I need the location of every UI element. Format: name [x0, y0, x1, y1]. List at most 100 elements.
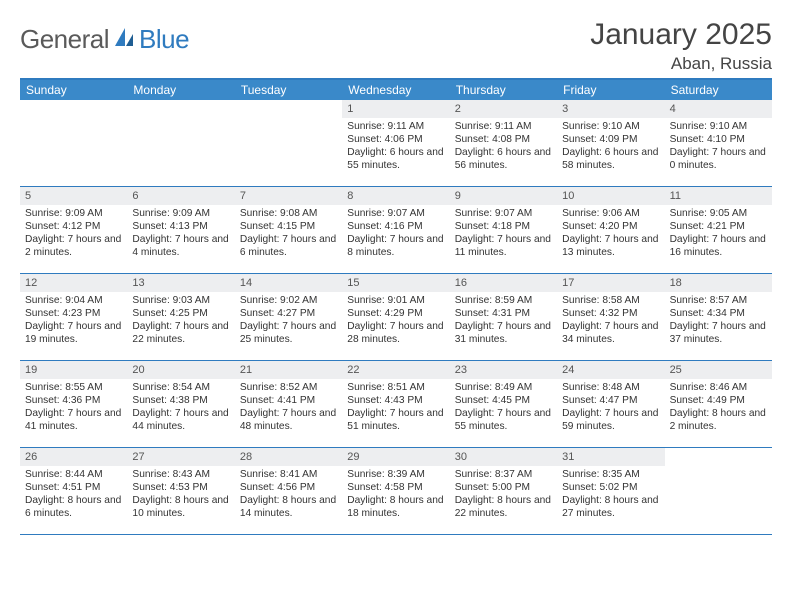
day-cell: 1 Sunrise: 9:11 AMSunset: 4:06 PMDaylight…	[342, 100, 449, 186]
day-number: 19	[20, 361, 127, 379]
sunset-text: Sunset: 4:15 PM	[240, 220, 337, 233]
sunrise-text: Sunrise: 9:03 AM	[132, 294, 229, 307]
day-number: 18	[665, 274, 772, 292]
daylight-text: Daylight: 7 hours and 28 minutes.	[347, 320, 444, 346]
day-cell: 8Sunrise: 9:07 AMSunset: 4:16 PMDaylight…	[342, 187, 449, 273]
day-number: 1	[342, 100, 449, 118]
day-cell: 11Sunrise: 9:05 AMSunset: 4:21 PMDayligh…	[665, 187, 772, 273]
sunrise-text: Sunrise: 8:49 AM	[455, 381, 552, 394]
sun-info: Sunrise: 9:09 AMSunset: 4:13 PMDaylight:…	[127, 207, 234, 263]
daylight-text: Daylight: 7 hours and 41 minutes.	[25, 407, 122, 433]
day-number: 9	[450, 187, 557, 205]
sunset-text: Sunset: 4:13 PM	[132, 220, 229, 233]
sunset-text: Sunset: 4:06 PM	[347, 133, 444, 146]
sunset-text: Sunset: 4:45 PM	[455, 394, 552, 407]
daylight-text: Daylight: 7 hours and 48 minutes.	[240, 407, 337, 433]
week-row: 19Sunrise: 8:55 AMSunset: 4:36 PMDayligh…	[20, 361, 772, 448]
sunrise-text: Sunrise: 9:07 AM	[455, 207, 552, 220]
sunset-text: Sunset: 5:02 PM	[562, 481, 659, 494]
sunrise-text: Sunrise: 8:57 AM	[670, 294, 767, 307]
sunset-text: Sunset: 4:23 PM	[25, 307, 122, 320]
sun-info: Sunrise: 8:37 AMSunset: 5:00 PMDaylight:…	[450, 468, 557, 524]
daylight-text: Daylight: 7 hours and 59 minutes.	[562, 407, 659, 433]
daylight-text: Daylight: 8 hours and 2 minutes.	[670, 407, 767, 433]
sunrise-text: Sunrise: 9:10 AM	[670, 120, 767, 133]
sun-info: Sunrise: 9:10 AMSunset: 4:09 PMDaylight:…	[557, 120, 664, 176]
day-number: 29	[342, 448, 449, 466]
sunrise-text: Sunrise: 9:05 AM	[670, 207, 767, 220]
sunrise-text: Sunrise: 9:01 AM	[347, 294, 444, 307]
daylight-text: Daylight: 7 hours and 55 minutes.	[455, 407, 552, 433]
sun-info: Sunrise: 9:05 AMSunset: 4:21 PMDaylight:…	[665, 207, 772, 263]
sunrise-text: Sunrise: 9:08 AM	[240, 207, 337, 220]
sunset-text: Sunset: 4:12 PM	[25, 220, 122, 233]
day-cell: 17 Sunrise: 8:58 AMSunset: 4:32 PMDayligh…	[557, 274, 664, 360]
sunset-text: Sunset: 4:27 PM	[240, 307, 337, 320]
sunset-text: Sunset: 4:29 PM	[347, 307, 444, 320]
day-number: 8	[342, 187, 449, 205]
daylight-text: Daylight: 8 hours and 27 minutes.	[562, 494, 659, 520]
day-number: 5	[20, 187, 127, 205]
daylight-text: Daylight: 7 hours and 13 minutes.	[562, 233, 659, 259]
day-number	[127, 100, 234, 118]
day-number: 6	[127, 187, 234, 205]
sunrise-text: Sunrise: 8:37 AM	[455, 468, 552, 481]
day-cell: 5Sunrise: 9:09 AMSunset: 4:12 PMDaylight…	[20, 187, 127, 273]
sunrise-text: Sunrise: 8:59 AM	[455, 294, 552, 307]
daylight-text: Daylight: 6 hours and 58 minutes.	[562, 146, 659, 172]
day-number: 20	[127, 361, 234, 379]
sunset-text: Sunset: 4:49 PM	[670, 394, 767, 407]
weekday-tue: Tuesday	[235, 80, 342, 100]
day-cell: 12Sunrise: 9:04 AMSunset: 4:23 PMDayligh…	[20, 274, 127, 360]
daylight-text: Daylight: 7 hours and 44 minutes.	[132, 407, 229, 433]
sunrise-text: Sunrise: 9:09 AM	[132, 207, 229, 220]
daylight-text: Daylight: 7 hours and 25 minutes.	[240, 320, 337, 346]
day-number: 22	[342, 361, 449, 379]
daylight-text: Daylight: 7 hours and 22 minutes.	[132, 320, 229, 346]
day-cell: 24 Sunrise: 8:48 AMSunset: 4:47 PMDayligh…	[557, 361, 664, 447]
day-number: 23	[450, 361, 557, 379]
sunset-text: Sunset: 4:21 PM	[670, 220, 767, 233]
day-number: 17	[557, 274, 664, 292]
day-cell: 30Sunrise: 8:37 AMSunset: 5:00 PMDayligh…	[450, 448, 557, 534]
sunset-text: Sunset: 4:53 PM	[132, 481, 229, 494]
sunrise-text: Sunrise: 9:02 AM	[240, 294, 337, 307]
daylight-text: Daylight: 7 hours and 4 minutes.	[132, 233, 229, 259]
weekday-mon: Monday	[127, 80, 234, 100]
day-cell: 2 Sunrise: 9:11 AMSunset: 4:08 PMDaylight…	[450, 100, 557, 186]
day-cell	[665, 448, 772, 534]
daylight-text: Daylight: 7 hours and 51 minutes.	[347, 407, 444, 433]
sun-info: Sunrise: 8:43 AMSunset: 4:53 PMDaylight:…	[127, 468, 234, 524]
sunrise-text: Sunrise: 8:39 AM	[347, 468, 444, 481]
calendar-page: General Blue January 2025 Aban, Russia S…	[0, 0, 792, 553]
sun-info: Sunrise: 9:11 AMSunset: 4:08 PMDaylight:…	[450, 120, 557, 176]
sunrise-text: Sunrise: 8:41 AM	[240, 468, 337, 481]
sunrise-text: Sunrise: 9:09 AM	[25, 207, 122, 220]
sunrise-text: Sunrise: 9:11 AM	[347, 120, 444, 133]
sunset-text: Sunset: 4:08 PM	[455, 133, 552, 146]
day-number: 2	[450, 100, 557, 118]
sun-info: Sunrise: 8:48 AMSunset: 4:47 PMDaylight:…	[557, 381, 664, 437]
sun-info: Sunrise: 8:35 AMSunset: 5:02 PMDaylight:…	[557, 468, 664, 524]
day-number: 24	[557, 361, 664, 379]
weekday-header: Sunday Monday Tuesday Wednesday Thursday…	[20, 80, 772, 100]
sunrise-text: Sunrise: 8:46 AM	[670, 381, 767, 394]
sun-info: Sunrise: 9:01 AMSunset: 4:29 PMDaylight:…	[342, 294, 449, 350]
day-number: 14	[235, 274, 342, 292]
day-cell: 3Sunrise: 9:10 AMSunset: 4:09 PMDaylight…	[557, 100, 664, 186]
sunrise-text: Sunrise: 9:04 AM	[25, 294, 122, 307]
day-cell: 23 Sunrise: 8:49 AMSunset: 4:45 PMDayligh…	[450, 361, 557, 447]
daylight-text: Daylight: 6 hours and 55 minutes.	[347, 146, 444, 172]
daylight-text: Daylight: 7 hours and 16 minutes.	[670, 233, 767, 259]
sun-info: Sunrise: 9:08 AMSunset: 4:15 PMDaylight:…	[235, 207, 342, 263]
day-cell: 25Sunrise: 8:46 AMSunset: 4:49 PMDayligh…	[665, 361, 772, 447]
sun-info: Sunrise: 8:51 AMSunset: 4:43 PMDaylight:…	[342, 381, 449, 437]
day-number: 15	[342, 274, 449, 292]
day-number: 10	[557, 187, 664, 205]
day-number: 4	[665, 100, 772, 118]
sunset-text: Sunset: 4:34 PM	[670, 307, 767, 320]
sun-info: Sunrise: 8:49 AMSunset: 4:45 PMDaylight:…	[450, 381, 557, 437]
sun-info: Sunrise: 8:58 AMSunset: 4:32 PMDaylight:…	[557, 294, 664, 350]
sunset-text: Sunset: 4:16 PM	[347, 220, 444, 233]
title-block: January 2025 Aban, Russia	[590, 18, 772, 74]
